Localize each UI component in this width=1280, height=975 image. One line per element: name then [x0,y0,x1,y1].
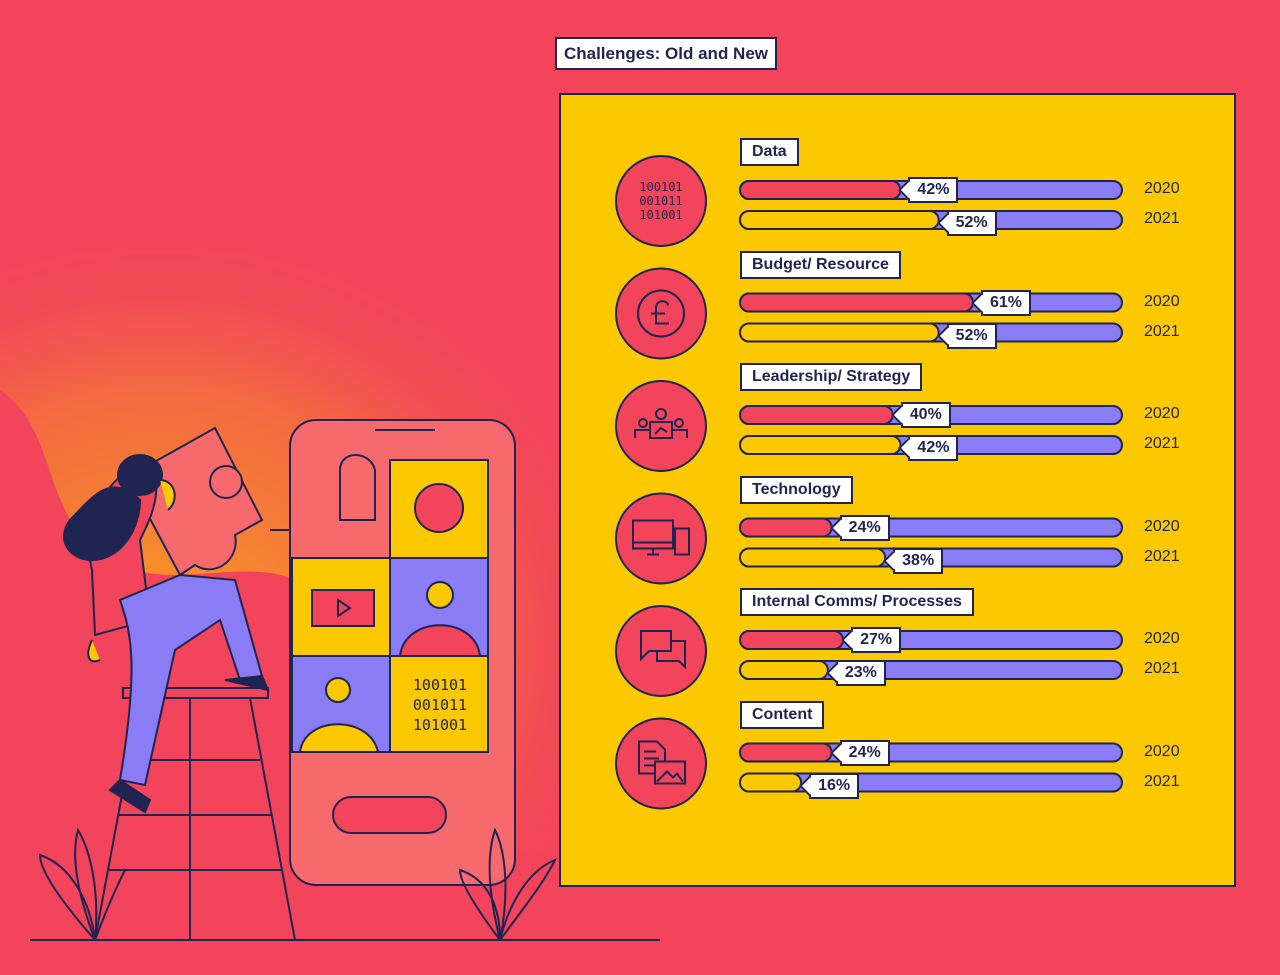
series-label-2021: 2021 [1144,547,1180,565]
category-label: Leadership/ Strategy [740,363,923,391]
series-label-2020: 2020 [1144,517,1180,535]
bar-2020 [739,630,845,650]
series-label-2021: 2021 [1144,435,1180,452]
data-label-2020: 40% [900,402,951,428]
data-label-2020: 27% [851,627,902,653]
ladder-illustration [30,687,660,941]
series-label-2021: 2021 [1144,322,1180,340]
series-label-2020: 2020 [1144,742,1180,760]
meeting-team-icon [615,380,707,472]
bar-layer [739,180,1123,793]
computer-devices-icon [615,492,707,585]
bar-2021 [739,210,940,230]
category-label: Content [740,700,825,729]
data-label-2021: 52% [946,210,997,236]
data-label-2020: 24% [839,739,890,766]
plant-right [458,827,558,941]
phone-binary-code: 100101 001011 101001 [413,676,467,734]
chart-title: Challenges: Old and New [555,37,777,70]
data-label-2020: 42% [908,177,959,203]
bar-2020 [739,517,833,538]
bar-2020 [739,292,975,313]
pound-coin-icon [615,267,707,360]
data-label-2021: 38% [893,547,944,574]
series-label-2020: 2020 [1144,630,1180,647]
bar-2021 [739,322,940,343]
data-label-2021: 42% [908,435,959,461]
svg-text:100101: 100101 [413,676,467,694]
binary-line: 100101 [639,180,682,194]
series-label-2020: 2020 [1144,180,1180,197]
data-label-2021: 23% [835,660,886,686]
svg-text:101001: 101001 [413,716,467,734]
category-label: Budget/ Resource [740,250,901,279]
data-label-2020: 61% [981,289,1032,316]
chat-bubbles-icon [615,605,707,697]
series-label-2020: 2020 [1144,292,1180,310]
plant-left [38,827,126,941]
binary-line: 101001 [639,208,682,222]
icon-circle [615,380,707,472]
series-label-2021: 2021 [1144,772,1180,790]
bar-2021 [739,660,829,680]
bar-2020 [739,405,894,425]
woman-with-puzzle-illustration [63,426,376,814]
svg-text:001011: 001011 [413,696,467,714]
category-label: Data [740,138,799,166]
phone-illustration [270,419,516,886]
data-label-2021: 16% [809,772,860,799]
series-label-2021: 2021 [1144,210,1180,227]
data-label-2020: 24% [839,514,890,541]
bar-2020 [739,742,833,763]
icon-circle [615,492,707,585]
bar-2021 [739,772,803,793]
category-label: Internal Comms/ Processes [740,588,974,616]
binary-line: 001011 [639,194,682,208]
bar-2021 [739,547,887,568]
series-label-2021: 2021 [1144,660,1180,677]
icon-circle [615,155,707,247]
data-label-2021: 52% [946,322,997,349]
category-label: Technology [740,475,853,504]
series-label-2020: 2020 [1144,405,1180,422]
document-image-icon [615,717,707,810]
bar-2020 [739,180,902,200]
bar-2021 [739,435,902,455]
